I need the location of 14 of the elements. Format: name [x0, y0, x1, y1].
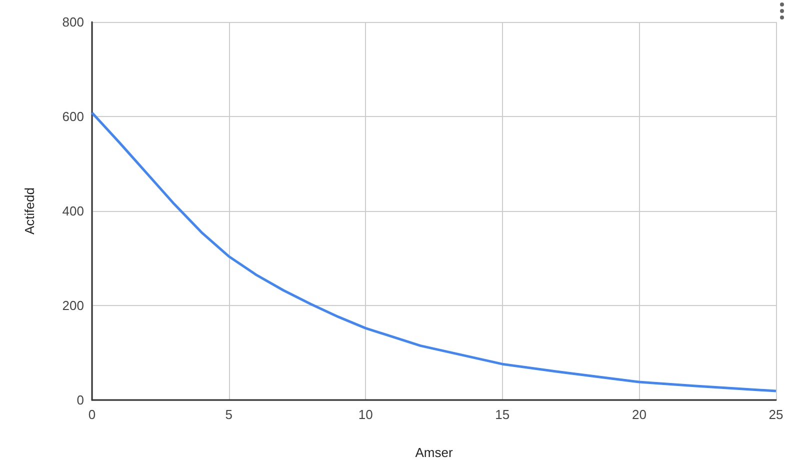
- x-tick-label: 5: [225, 407, 232, 422]
- y-tick-label: 200: [62, 298, 84, 313]
- x-tick-label: 0: [88, 407, 96, 422]
- x-tick-label: 20: [632, 407, 646, 422]
- y-tick-label: 0: [76, 392, 84, 408]
- x-tick-label: 15: [495, 407, 510, 422]
- x-tick-label: 25: [768, 407, 784, 422]
- y-tick-label: 800: [62, 14, 84, 30]
- x-tick-label: 10: [358, 407, 373, 422]
- y-axis-title: Actifedd: [22, 188, 37, 234]
- x-axis-title: Amser: [415, 445, 454, 460]
- y-tick-label: 400: [62, 204, 84, 218]
- line-series: [90, 111, 778, 392]
- y-tick-label: 600: [62, 109, 84, 124]
